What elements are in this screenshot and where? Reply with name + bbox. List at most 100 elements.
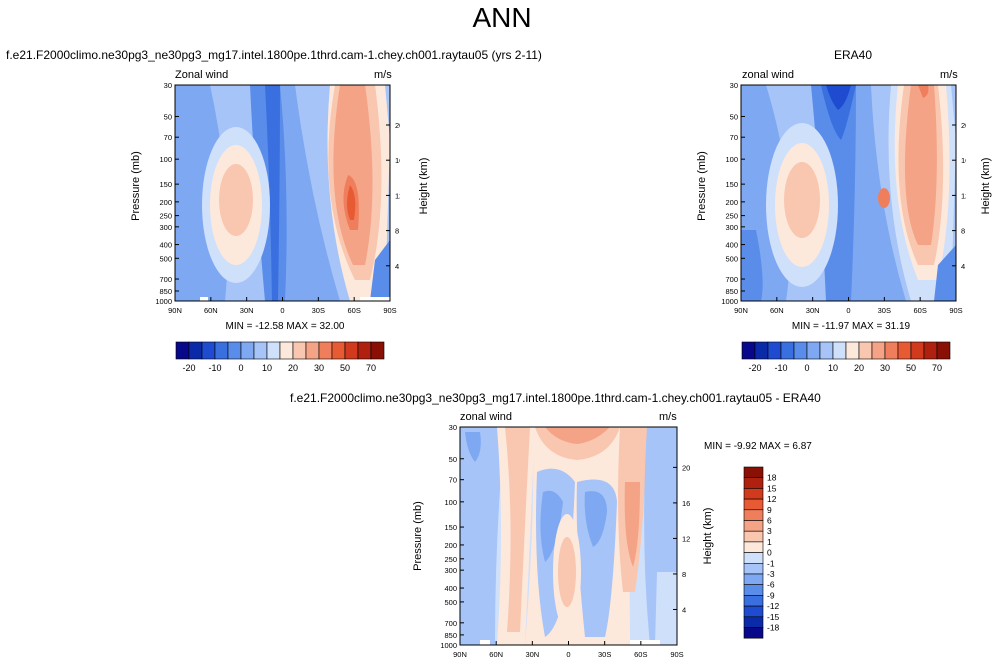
colorbar-label: -20 [748,363,761,373]
colorbar-swatch [936,341,951,360]
colorbar-label: 0 [238,363,243,373]
colorbar-swatch [832,341,847,360]
colorbar-label: 18 [767,473,777,483]
colorbar-swatch [743,584,764,596]
colorbar-label: 9 [767,505,772,515]
colorbar-swatch [845,341,860,360]
y-right-tick-label: 16 [395,156,400,165]
y-tick-label: 1000 [721,297,738,306]
colorbar-label: 6 [767,516,772,526]
colorbar-label: 70 [366,363,376,373]
colorbar-swatch [305,341,320,360]
colorbar-label: 1 [767,537,772,547]
y-tick-label: 100 [444,498,457,507]
colorbar-label: 30 [314,363,324,373]
height-axis-label-diff: Height (km) [702,507,714,565]
x-tick-label: 90N [453,650,467,659]
colorbar-swatch [780,341,795,360]
panel-title-obs: ERA40 [834,48,873,62]
colorbar-swatch [754,341,769,360]
colorbar-label: -1 [767,558,775,568]
colorbar-label: 20 [854,363,864,373]
colorbar-swatch [743,498,764,511]
x-tick-label: 60S [634,650,647,659]
colorbar-label: -15 [767,612,780,622]
colorbar-label: 10 [262,363,272,373]
colorbar-label: -10 [208,363,221,373]
colorbar-swatch [214,341,229,360]
y-tick-label: 30 [730,81,738,90]
y-tick-label: 850 [159,287,172,296]
colorbar-swatch [240,341,255,360]
colorbar-label: -18 [767,623,780,633]
y-tick-label: 150 [444,523,457,532]
y-tick-label: 200 [444,541,457,550]
colorbar-model: -20 -10 0 10 20 30 50 70 [175,341,385,373]
colorbar-swatch [767,341,782,360]
panel-units-diff: m/s [659,411,677,423]
colorbar-swatch [743,541,764,553]
y-right-tick-label: 4 [682,605,686,614]
y-right-tick-label: 20 [961,121,966,130]
y-tick-label: 250 [444,555,457,564]
colorbar-obs: -20 -10 0 10 20 30 50 70 [741,341,951,373]
colorbar-swatch [227,341,242,360]
y-right-tick-label: 12 [395,191,400,200]
pressure-axis-label-diff: Pressure (mb) [412,501,424,571]
y-tick-label: 500 [159,254,172,263]
y-right-tick-label: 12 [961,191,966,200]
y-tick-label: 700 [444,619,457,628]
x-tick-label: 30S [878,306,891,315]
y-tick-label: 50 [449,455,457,464]
axes-obs: 3050701001502002503004005007008501000481… [721,81,966,315]
colorbar-label: 10 [828,363,838,373]
colorbar-label: -10 [774,363,787,373]
panel-title-model: f.e21.F2000climo.ne30pg3_ne30pg3_mg17.in… [6,48,542,62]
colorbar-swatch [188,341,203,360]
x-tick-label: 0 [280,306,284,315]
y-tick-label: 400 [444,584,457,593]
y-tick-label: 700 [159,275,172,284]
colorbar-swatch [743,466,764,478]
colorbar-swatch [357,341,372,360]
colorbar-swatch [741,341,756,360]
y-right-tick-label: 16 [961,156,966,165]
colorbar-swatch [292,341,307,360]
colorbar-swatch [743,520,764,532]
contour-plot-diff: 3050701001502002503004005007008501000481… [440,423,690,659]
colorbar-swatch [175,341,190,360]
y-tick-label: 500 [444,598,457,607]
colorbar-label: -3 [767,569,775,579]
y-right-tick-label: 12 [682,534,690,543]
colorbar-label: 0 [804,363,809,373]
colorbar-swatch [370,341,385,360]
colorbar-label: 15 [767,483,777,493]
colorbar-swatch [743,488,764,500]
colorbar-label: 0 [767,548,772,558]
y-tick-label: 850 [725,287,738,296]
colorbar-swatch [344,341,359,360]
colorbar-label: -6 [767,580,775,590]
colorbar-swatch [318,341,333,360]
colorbar-swatch [201,341,216,360]
x-tick-label: 90N [168,306,182,315]
colorbar-label: 30 [880,363,890,373]
colorbar-swatch [266,341,281,360]
colorbar-swatch [910,341,925,360]
y-tick-label: 50 [730,112,738,121]
panel-units-model: m/s [374,69,392,81]
colorbar-label: 50 [340,363,350,373]
y-tick-label: 500 [725,254,738,263]
colorbar-label: 50 [906,363,916,373]
minmax-stats-diff: MIN = -9.92 MAX = 6.87 [704,441,812,452]
x-tick-label: 60N [489,650,503,659]
colorbar-swatch [331,341,346,360]
panel-units-obs: m/s [940,69,958,81]
y-tick-label: 300 [159,223,172,232]
x-tick-label: 60S [913,306,926,315]
colorbar-swatch [743,573,764,585]
y-tick-label: 150 [725,180,738,189]
y-tick-label: 1000 [440,641,457,650]
y-right-tick-label: 8 [682,570,686,579]
